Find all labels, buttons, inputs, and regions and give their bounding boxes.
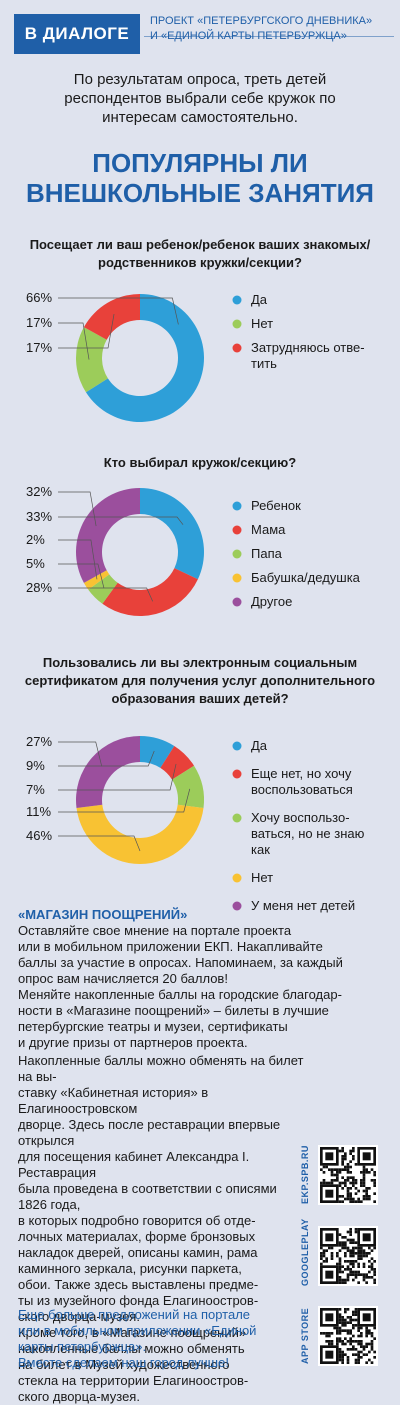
chart1-legend-label-2: Затрудняюсь отве- xyxy=(251,340,365,355)
qr-googleplay-icon xyxy=(318,1226,378,1286)
chart3-value-label-4: 46% xyxy=(26,828,52,843)
chart3-legend-label-1: воспользоваться xyxy=(251,782,353,797)
chart2-value-label-4: 28% xyxy=(26,580,52,595)
chart1-value-label-0: 66% xyxy=(26,290,52,305)
chart2-legend-marker-0 xyxy=(232,501,242,511)
shop-text: Оставляйте свое мнение на портале проект… xyxy=(18,923,390,1067)
chart2-leader-4 xyxy=(58,587,154,602)
chart3-leader-1 xyxy=(58,750,155,767)
qr-code-googleplay[interactable] xyxy=(318,1226,378,1286)
chart1-leader-2 xyxy=(58,314,115,349)
chart1-legend-label-0: Да xyxy=(251,292,268,307)
chart1-legend-label-1: Нет xyxy=(251,316,273,331)
header: В ДИАЛОГЕ ПРОЕКТ «ПЕТЕРБУРГСКОГО ДНЕВНИК… xyxy=(0,0,400,60)
chart2-slice-2 xyxy=(88,574,118,604)
chart1-legend-marker-2 xyxy=(232,343,242,353)
chart1-legend-label-2: тить xyxy=(251,356,277,371)
chart1-donut: 66% 17% 17% Да Нет Затрудняюсь отве-тить xyxy=(26,290,365,422)
chart1-value-label-2: 17% xyxy=(26,340,52,355)
chart2-value-label-2: 2% xyxy=(26,532,45,547)
chart2-legend-marker-4 xyxy=(232,597,242,607)
chart3-slice-3 xyxy=(76,804,204,864)
chart3-legend-marker-1 xyxy=(232,769,242,779)
chart3-legend-marker-3 xyxy=(232,873,242,883)
chart3-leader-3 xyxy=(58,788,191,813)
chart2-slice-1 xyxy=(102,568,198,616)
chart3-value-label-2: 7% xyxy=(26,782,45,797)
project-caption: ПРОЕКТ «ПЕТЕРБУРГСКОГО ДНЕВНИКА» И «ЕДИН… xyxy=(150,14,390,44)
chart2-value-label-0: 32% xyxy=(26,484,52,499)
qr-label-site: EKP.SPB.RU xyxy=(300,1145,310,1205)
chart2-legend-label-0: Ребенок xyxy=(251,498,301,513)
chart2-legend-marker-2 xyxy=(232,549,242,559)
chart3-slice-4 xyxy=(76,736,140,809)
section-badge: В ДИАЛОГЕ xyxy=(14,14,140,54)
chart3-leader-0 xyxy=(58,741,103,767)
footer-text: Еще больше предложений на портале или в … xyxy=(18,1307,257,1370)
chart3-donut: 27% 9% 7% 11% 46% Да Еще нет, но хочувоспользо… xyxy=(26,734,365,913)
chart1-legend-marker-0 xyxy=(232,295,242,305)
chart1-leader-1 xyxy=(58,322,90,360)
chart2-legend-label-3: Бабушка/дедушка xyxy=(251,570,361,585)
shop-title: «МАГАЗИН ПООЩРЕНИЙ» xyxy=(18,907,188,922)
chart2-legend-marker-3 xyxy=(232,573,242,583)
chart3-value-label-1: 9% xyxy=(26,758,45,773)
qr-site-icon xyxy=(318,1145,378,1205)
chart3-slice-0 xyxy=(140,736,175,768)
chart1-leader-0 xyxy=(58,297,179,325)
chart3-legend-marker-0 xyxy=(232,741,242,751)
chart3-value-label-3: 11% xyxy=(26,804,51,819)
chart3-legend-marker-2 xyxy=(232,813,242,823)
chart1-question: Посещает ли ваш ребенок/ребенок ваших зн… xyxy=(29,237,371,270)
header-divider xyxy=(144,36,394,37)
chart3-legend-label-1: Еще нет, но хочу xyxy=(251,766,352,781)
chart3-leader-2 xyxy=(58,763,177,791)
chart1-legend-marker-1 xyxy=(232,319,242,329)
chart2-legend-label-2: Папа xyxy=(251,546,283,561)
chart2-slice-0 xyxy=(140,488,205,580)
chart3-legend-marker-4 xyxy=(232,901,242,911)
qr-label-appstore: APP STORE xyxy=(300,1307,310,1365)
chart2-legend-label-4: Другое xyxy=(251,594,292,609)
qr-label-googleplay: GOOGLEPLAY xyxy=(300,1218,310,1286)
chart2-slice-3 xyxy=(83,570,110,590)
page-title: ПОПУЛЯРНЫ ЛИ ВНЕШКОЛЬНЫЕ ЗАНЯТИЯ xyxy=(26,148,374,208)
qr-code-site[interactable] xyxy=(318,1145,378,1205)
chart3-legend-label-4: У меня нет детей xyxy=(251,898,355,913)
chart3-slice-1 xyxy=(160,745,195,780)
qr-code-appstore[interactable] xyxy=(318,1306,378,1366)
chart3-value-label-0: 27% xyxy=(26,734,52,749)
intro-text: По результатам опроса, треть детей респо… xyxy=(64,71,336,126)
chart2-leader-0 xyxy=(58,491,97,527)
chart3-legend-label-0: Да xyxy=(251,738,268,753)
chart2-donut: 32% 33% 2% 5% 28% Ребенок Мама Папа Бабушка/деду… xyxy=(26,484,361,616)
chart3-legend-label-2: как xyxy=(251,842,270,857)
chart2-question: Кто выбирал кружок/секцию? xyxy=(103,455,297,470)
chart2-legend-label-1: Мама xyxy=(251,522,286,537)
chart1-slice-0 xyxy=(85,294,204,422)
chart2-legend-marker-1 xyxy=(232,525,242,535)
chart3-slice-2 xyxy=(172,765,205,809)
shop-paragraph-2: Накопленные баллы можно обменять на биле… xyxy=(18,1053,304,1404)
chart1-slice-2 xyxy=(83,294,140,340)
chart3-question: Пользовались ли вы электронным социальны… xyxy=(24,655,376,706)
project-line-1: ПРОЕКТ «ПЕТЕРБУРГСКОГО ДНЕВНИКА» xyxy=(150,15,373,27)
chart2-leader-1 xyxy=(58,516,184,525)
chart2-slice-4 xyxy=(76,488,140,583)
chart3-legend-label-2: ваться, но не знаю xyxy=(251,826,365,841)
chart1-value-label-1: 17% xyxy=(26,315,52,330)
chart3-legend-label-2: Хочу воспользо- xyxy=(251,810,350,825)
chart2-value-label-3: 5% xyxy=(26,556,45,571)
chart2-leader-2 xyxy=(58,539,98,580)
chart1-slice-1 xyxy=(76,327,108,393)
shop-paragraph-1: Оставляйте свое мнение на портале проект… xyxy=(18,923,343,1050)
chart2-leader-3 xyxy=(58,563,105,589)
chart2-value-label-1: 33% xyxy=(26,509,52,524)
qr-appstore-icon xyxy=(318,1306,378,1366)
chart3-leader-4 xyxy=(58,835,141,852)
chart3-legend-label-3: Нет xyxy=(251,870,273,885)
